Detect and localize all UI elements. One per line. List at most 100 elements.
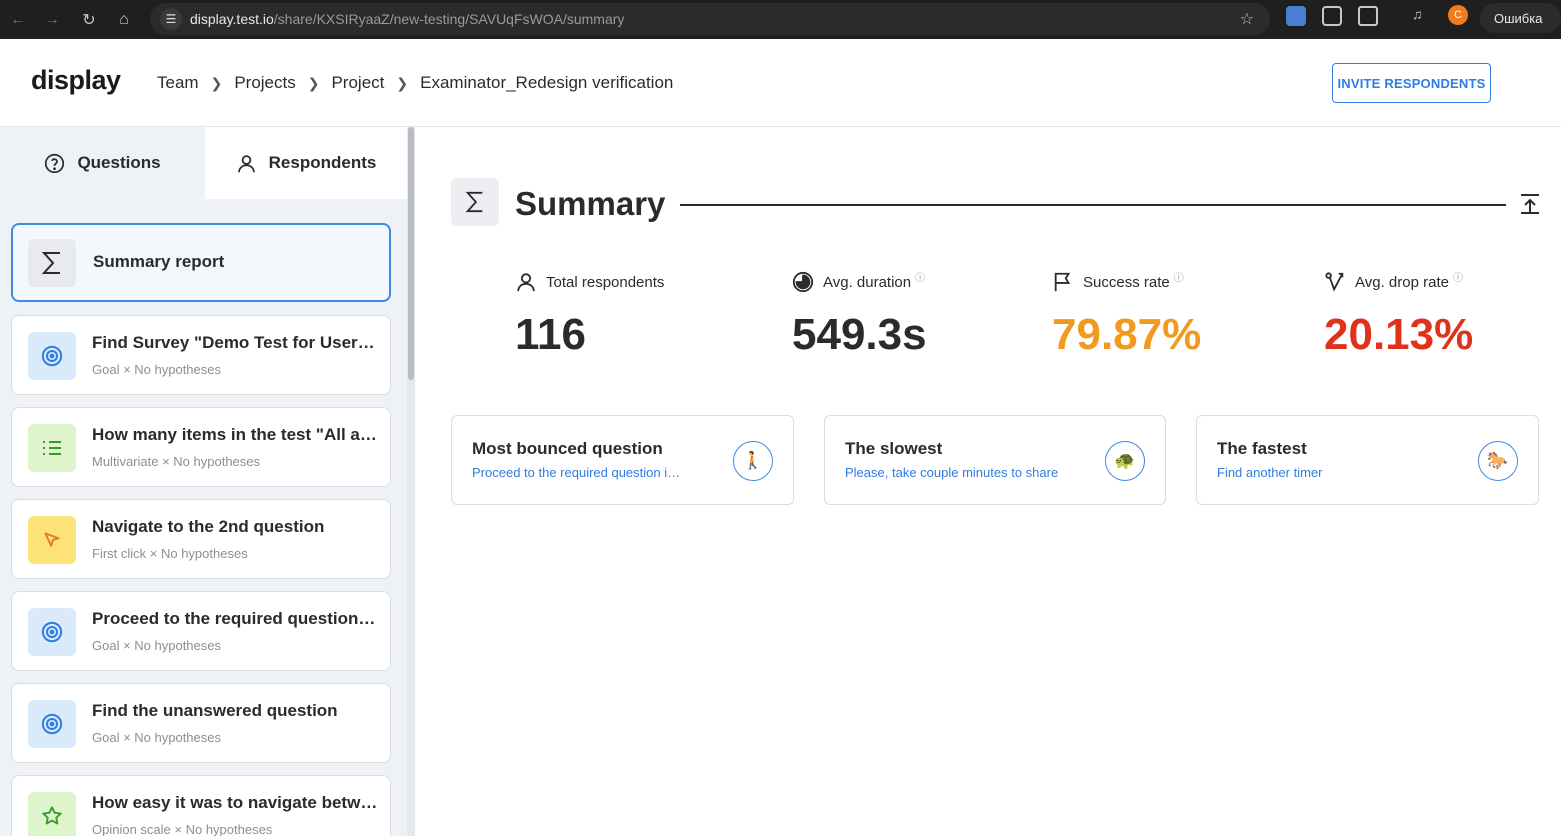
stat-label: Avg. drop rate bbox=[1355, 273, 1449, 291]
question-item-subtitle: First click × No hypotheses bbox=[92, 546, 248, 561]
browser-toolbar: ← → ↻ ⌂ ☰ display.test.io/share/KXSIRyaa… bbox=[0, 0, 1561, 39]
question-item-title: How many items in the test "All about" bbox=[92, 425, 378, 444]
question-item[interactable]: Proceed to the required question in the … bbox=[11, 591, 391, 671]
stat-value: 116 bbox=[515, 310, 586, 359]
slowest-card[interactable]: The slowest Please, take couple minutes … bbox=[824, 415, 1166, 505]
card-link[interactable]: Proceed to the required question in the … bbox=[472, 465, 687, 480]
horse-icon: 🐎 bbox=[1478, 441, 1518, 481]
most-bounced-card[interactable]: Most bounced question Proceed to the req… bbox=[451, 415, 794, 505]
card-title: Most bounced question bbox=[472, 439, 663, 458]
home-icon[interactable]: ⌂ bbox=[119, 10, 129, 28]
stat-label: Success rate bbox=[1083, 273, 1170, 291]
app-header: display Team ❯ Projects ❯ Project ❯ Exam… bbox=[0, 39, 1561, 127]
sigma-icon bbox=[28, 239, 76, 287]
profile-avatar[interactable]: C bbox=[1448, 5, 1468, 25]
site-settings-icon[interactable]: ☰ bbox=[160, 8, 182, 30]
sidebar-scrollbar[interactable] bbox=[407, 127, 414, 836]
tab-respondents-label: Respondents bbox=[268, 153, 377, 172]
flag-icon bbox=[1054, 272, 1071, 292]
cursor-icon bbox=[28, 516, 76, 564]
question-circle-icon bbox=[45, 153, 65, 173]
user-icon bbox=[237, 154, 255, 172]
question-item[interactable]: Navigate to the 2nd question First click… bbox=[11, 499, 391, 579]
media-queue-icon[interactable]: ♫ bbox=[1412, 6, 1423, 22]
question-item-subtitle: Goal × No hypotheses bbox=[92, 638, 221, 653]
breadcrumb-project[interactable]: Project bbox=[331, 73, 385, 92]
target-icon bbox=[28, 700, 76, 748]
scrollbar-thumb[interactable] bbox=[408, 127, 414, 380]
export-icon[interactable] bbox=[1519, 192, 1541, 216]
question-item-title: Find the unanswered question bbox=[92, 701, 338, 720]
info-icon[interactable]: ⓘ bbox=[915, 272, 926, 284]
puzzle-extensions-icon[interactable] bbox=[1358, 6, 1378, 26]
translate-extension-icon[interactable] bbox=[1286, 6, 1306, 26]
question-item-subtitle: Goal × No hypotheses bbox=[92, 730, 221, 745]
back-arrow-icon[interactable]: ← bbox=[10, 10, 26, 28]
stat-value: 79.87% bbox=[1052, 310, 1202, 359]
stat-label: Avg. duration bbox=[823, 273, 912, 291]
tab-extension-icon[interactable] bbox=[1322, 6, 1342, 26]
breadcrumb: Team ❯ Projects ❯ Project ❯ Examinator_R… bbox=[157, 73, 673, 93]
card-title: The fastest bbox=[1217, 439, 1307, 458]
question-item-title: Proceed to the required question in the … bbox=[92, 609, 378, 628]
error-status-pill[interactable]: Ошибка bbox=[1480, 3, 1561, 33]
info-icon[interactable]: ⓘ bbox=[1452, 272, 1463, 284]
question-item-subtitle: Opinion scale × No hypotheses bbox=[92, 822, 273, 836]
sigma-icon bbox=[451, 178, 499, 226]
chevron-right-icon: ❯ bbox=[396, 74, 409, 91]
url-host: display.test.io bbox=[190, 11, 274, 27]
reload-icon[interactable]: ↻ bbox=[82, 11, 96, 29]
page-title: Summary bbox=[515, 185, 666, 222]
card-link[interactable]: Please, take couple minutes to share bbox=[845, 465, 1059, 480]
stat-label: Total respondents bbox=[546, 273, 665, 291]
main-content: Summary Total respondents 116 Avg. durat… bbox=[416, 127, 1561, 836]
tab-questions-label: Questions bbox=[77, 153, 161, 172]
drop-icon bbox=[1325, 272, 1344, 292]
question-item[interactable]: How many items in the test "All about" M… bbox=[11, 407, 391, 487]
breadcrumb-current: Examinator_Redesign verification bbox=[420, 73, 674, 92]
question-item[interactable]: How easy it was to navigate between ques… bbox=[11, 775, 391, 836]
stat-avg-duration: Avg. duration ⓘ 549.3s bbox=[792, 270, 927, 360]
user-icon bbox=[517, 273, 535, 292]
target-icon bbox=[28, 332, 76, 380]
turtle-icon: 🐢 bbox=[1105, 441, 1145, 481]
bookmark-star-icon[interactable]: ☆ bbox=[1239, 11, 1254, 28]
fastest-card[interactable]: The fastest Find another timer 🐎 bbox=[1196, 415, 1539, 505]
stat-value: 549.3s bbox=[792, 310, 927, 359]
url-path: /share/KXSIRyaaZ/new-testing/SAVUqFsWOA/… bbox=[273, 11, 625, 27]
address-bar[interactable]: ☰ display.test.io/share/KXSIRyaaZ/new-te… bbox=[150, 3, 1270, 35]
question-item-subtitle: Multivariate × No hypotheses bbox=[92, 454, 261, 469]
star-icon bbox=[28, 792, 76, 836]
question-item-title: Summary report bbox=[93, 252, 225, 271]
question-item-subtitle: Goal × No hypotheses bbox=[92, 362, 221, 377]
tab-questions[interactable]: Questions bbox=[0, 127, 205, 199]
clock-icon bbox=[792, 271, 814, 293]
stat-avg-drop-rate: Avg. drop rate ⓘ 20.13% bbox=[1324, 270, 1473, 360]
question-item[interactable]: Find Survey "Demo Test for Users" and pr… bbox=[11, 315, 391, 395]
chevron-right-icon: ❯ bbox=[210, 74, 223, 91]
target-icon bbox=[28, 608, 76, 656]
chevron-right-icon: ❯ bbox=[307, 74, 320, 91]
sidebar-tabs: Questions Respondents bbox=[0, 127, 407, 199]
question-item-title: How easy it was to navigate between ques… bbox=[92, 793, 378, 812]
question-item-title: Navigate to the 2nd question bbox=[92, 517, 325, 536]
tab-respondents[interactable]: Respondents bbox=[205, 127, 407, 199]
question-item-title: Find Survey "Demo Test for Users" and pr… bbox=[92, 333, 378, 352]
title-divider bbox=[680, 204, 1506, 206]
info-icon[interactable]: ⓘ bbox=[1173, 272, 1184, 284]
card-link[interactable]: Find another timer bbox=[1217, 465, 1323, 480]
forward-arrow-icon[interactable]: → bbox=[44, 10, 60, 28]
question-item-summary-report[interactable]: Summary report bbox=[11, 223, 391, 302]
question-item[interactable]: Find the unanswered question Goal × No h… bbox=[11, 683, 391, 763]
list-icon bbox=[28, 424, 76, 472]
breadcrumb-team[interactable]: Team bbox=[157, 73, 199, 92]
walker-icon: 🚶 bbox=[733, 441, 773, 481]
stat-total-respondents: Total respondents 116 bbox=[515, 270, 664, 360]
breadcrumb-projects[interactable]: Projects bbox=[234, 73, 296, 92]
sidebar: Questions Respondents Summary report Fin… bbox=[0, 127, 415, 836]
display-logo[interactable]: display bbox=[31, 65, 121, 95]
invite-respondents-button[interactable]: INVITE RESPONDENTS bbox=[1332, 63, 1491, 103]
stat-success-rate: Success rate ⓘ 79.87% bbox=[1052, 270, 1201, 360]
stat-value: 20.13% bbox=[1324, 310, 1474, 359]
card-title: The slowest bbox=[845, 439, 943, 458]
